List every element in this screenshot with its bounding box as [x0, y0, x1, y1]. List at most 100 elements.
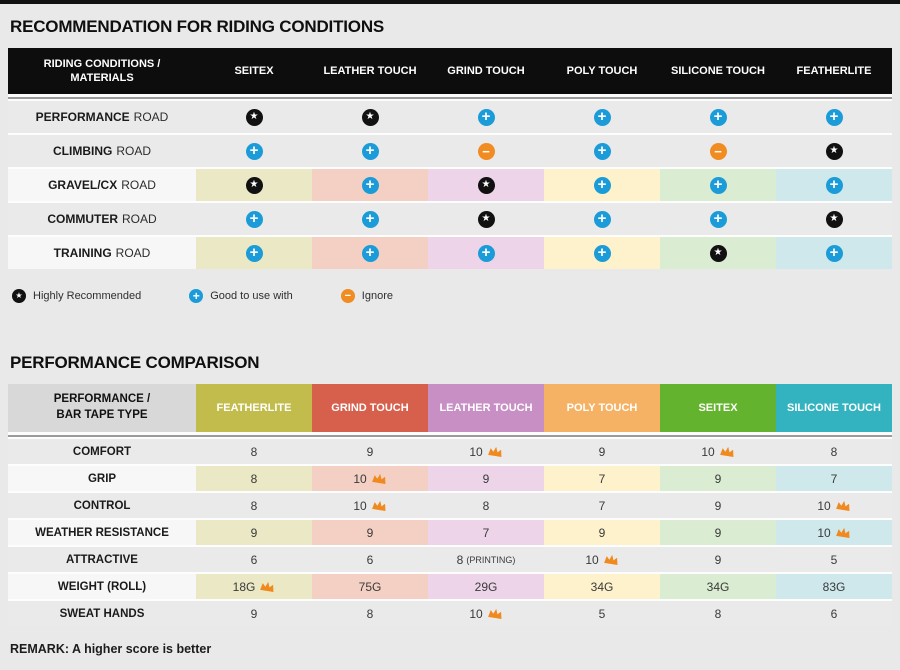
score-cell: 6	[196, 547, 312, 572]
score-value: 9	[598, 525, 606, 540]
plus-icon: +	[361, 142, 379, 160]
plus-icon: +	[361, 176, 379, 194]
rating-cell: +	[776, 169, 892, 201]
minus-icon: −	[709, 142, 727, 160]
header-cell-featherlite: FEATHERLITE	[196, 384, 312, 432]
header-cell-silicone-touch: SILICONE TOUCH	[671, 64, 765, 77]
header-cell-bar-tape-type: PERFORMANCE / BAR TAPE TYPE	[8, 384, 196, 432]
header-cell-seitex: SEITEX	[234, 64, 274, 77]
row-label-bold: TRAINING	[53, 246, 112, 260]
crown-icon	[835, 527, 850, 539]
row-label: COMMUTER ROAD	[8, 203, 196, 235]
score-cell: 7	[428, 520, 544, 545]
plus-icon: +	[709, 108, 727, 126]
plus-icon: +	[593, 176, 611, 194]
score-cell: 8	[776, 439, 892, 464]
score-cell: 8	[196, 466, 312, 491]
row-label-bold: GRAVEL/CX	[48, 178, 118, 192]
rating-cell: +	[544, 135, 660, 167]
header-separator	[8, 435, 892, 437]
score-value: 10	[585, 552, 599, 567]
score-value: 9	[714, 552, 722, 567]
row-label: COMFORT	[8, 439, 196, 464]
score-value: 18G	[232, 579, 256, 594]
plus-icon: +	[245, 244, 263, 262]
score-value: 9	[714, 498, 722, 513]
score-value: 9	[366, 525, 374, 540]
crown-icon	[487, 446, 502, 458]
riding-conditions-table: RIDING CONDITIONS / MATERIALS SEITEX LEA…	[8, 48, 892, 269]
score-cell: 9	[660, 493, 776, 518]
score-cell: 8	[196, 493, 312, 518]
score-cell: 10	[312, 466, 428, 491]
score-value: 34G	[590, 579, 614, 594]
score-cell: 10	[776, 520, 892, 545]
score-value: 7	[482, 525, 490, 540]
score-value: 9	[714, 471, 722, 486]
rating-cell: +	[196, 237, 312, 269]
row-label: WEATHER RESISTANCE	[8, 520, 196, 545]
rating-cell: +	[428, 101, 544, 133]
score-value: 34G	[706, 579, 730, 594]
plus-icon: +	[361, 210, 379, 228]
rating-cell: ★	[776, 135, 892, 167]
header-cell-grind-touch: GRIND TOUCH	[447, 64, 525, 77]
table-row-weight-roll: WEIGHT (ROLL) 18G 75G 29G 34G 34G 83G	[8, 574, 892, 599]
plus-icon: +	[361, 244, 379, 262]
score-cell: 83G	[776, 574, 892, 599]
plus-icon: +	[593, 244, 611, 262]
rating-cell: +	[776, 237, 892, 269]
row-label-rest: ROAD	[116, 144, 151, 158]
score-value: 8	[830, 444, 838, 459]
rating-cell: ★	[776, 203, 892, 235]
rating-cell: +	[544, 169, 660, 201]
plus-icon: +	[593, 108, 611, 126]
plus-icon: +	[709, 210, 727, 228]
crown-icon	[835, 500, 850, 512]
plus-icon: +	[825, 176, 843, 194]
score-value: 7	[598, 498, 606, 513]
score-value: 29G	[474, 579, 498, 594]
star-icon: ★	[825, 142, 843, 160]
legend: ★ Highly Recommended + Good to use with …	[12, 289, 890, 303]
score-cell: 9	[544, 520, 660, 545]
plus-icon: +	[245, 142, 263, 160]
page: RECOMMENDATION FOR RIDING CONDITIONS RID…	[0, 17, 900, 656]
header-cell-poly-touch: POLY TOUCH	[544, 384, 660, 432]
score-value: 7	[598, 471, 606, 486]
score-cell: 34G	[660, 574, 776, 599]
legend-item-good-to-use: + Good to use with	[189, 289, 293, 303]
score-cell: 18G	[196, 574, 312, 599]
star-icon: ★	[825, 210, 843, 228]
star-icon: ★	[477, 210, 495, 228]
score-value: 5	[598, 606, 606, 621]
table-row-sweat-hands: SWEAT HANDS 9 8 10 5 8 6	[8, 601, 892, 626]
table-row-control: CONTROL 8 10 8 7 9 10	[8, 493, 892, 518]
star-icon: ★	[12, 289, 26, 303]
plus-icon: +	[709, 176, 727, 194]
table-row-training-road: TRAINING ROAD + + + + ★ +	[8, 237, 892, 269]
score-cell: 9	[660, 547, 776, 572]
table-row-commuter-road: COMMUTER ROAD + + ★ + + ★	[8, 203, 892, 235]
row-label-bold: CLIMBING	[53, 144, 113, 158]
row-label-rest: ROAD	[122, 212, 157, 226]
star-icon: ★	[245, 108, 263, 126]
plus-icon: +	[593, 210, 611, 228]
rating-cell: ★	[196, 101, 312, 133]
top-border-bar	[0, 0, 900, 4]
score-value: 9	[250, 525, 258, 540]
row-label: CONTROL	[8, 493, 196, 518]
score-cell: 8	[196, 439, 312, 464]
score-cell: 8	[660, 601, 776, 626]
plus-icon: +	[477, 108, 495, 126]
header-cell-leather-touch: LEATHER TOUCH	[428, 384, 544, 432]
score-value: 8	[250, 471, 258, 486]
rating-cell: +	[312, 135, 428, 167]
rating-cell: +	[660, 169, 776, 201]
table-row-attractive: ATTRACTIVE 6 6 8 (PRINTING) 10 9 5	[8, 547, 892, 572]
score-cell: 9	[312, 439, 428, 464]
crown-icon	[371, 473, 386, 485]
score-cell: 34G	[544, 574, 660, 599]
score-cell: 10	[428, 601, 544, 626]
score-cell: 9	[196, 520, 312, 545]
